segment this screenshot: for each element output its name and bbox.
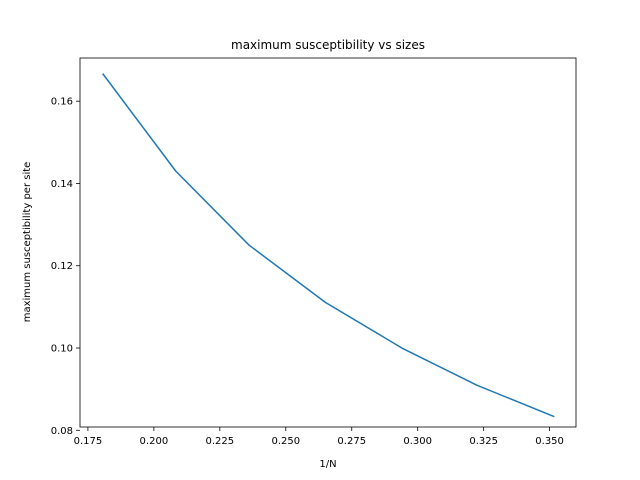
y-tick-label: 0.10	[51, 344, 73, 355]
x-tick-label: 0.200	[140, 436, 169, 447]
x-tick-label: 0.350	[535, 436, 564, 447]
y-tick-label: 0.14	[51, 179, 73, 190]
series-layer	[102, 73, 555, 418]
x-tick-label: 0.325	[469, 436, 498, 447]
plot-frame	[79, 57, 577, 428]
x-tick-label: 0.175	[74, 436, 103, 447]
chart-title: maximum susceptibility vs sizes	[231, 38, 425, 52]
y-tick-label: 0.16	[51, 97, 73, 108]
y-tick-label: 0.12	[51, 261, 73, 272]
series-line	[102, 73, 555, 418]
y-axis-ticks: 0.08 0.10 0.12 0.14 0.16	[51, 97, 80, 437]
x-tick-label: 0.225	[206, 436, 235, 447]
y-tick-label: 0.08	[51, 426, 73, 437]
x-axis-label: 1/N	[319, 459, 336, 470]
x-axis-ticks: 0.175 0.200 0.225 0.250 0.275 0.300 0.325 0.350	[74, 427, 564, 447]
x-tick-label: 0.250	[271, 436, 300, 447]
y-axis-label: maximum susceptibility per site	[22, 162, 33, 323]
x-tick-label: 0.275	[337, 436, 366, 447]
x-tick-label: 0.300	[403, 436, 432, 447]
